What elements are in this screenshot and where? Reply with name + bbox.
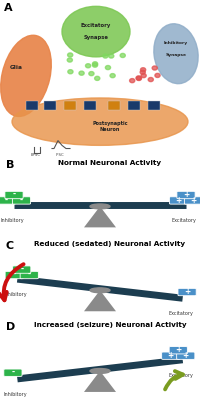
FancyBboxPatch shape [5,191,23,199]
Ellipse shape [12,98,188,145]
FancyBboxPatch shape [5,271,23,279]
Circle shape [140,70,145,74]
FancyBboxPatch shape [177,191,195,199]
FancyBboxPatch shape [20,271,38,279]
Ellipse shape [90,204,110,209]
Text: -: - [13,270,16,279]
Circle shape [152,66,157,70]
Ellipse shape [62,6,130,57]
Text: Reduced (sedated) Neuronal Activity: Reduced (sedated) Neuronal Activity [34,241,186,247]
Text: +: + [183,190,189,199]
Text: Excitatory: Excitatory [81,23,111,28]
Circle shape [141,74,146,78]
Text: EPSC: EPSC [31,154,41,158]
FancyBboxPatch shape [169,197,188,204]
FancyBboxPatch shape [0,197,16,204]
FancyBboxPatch shape [148,102,160,110]
Circle shape [79,71,84,75]
Circle shape [136,76,141,80]
Text: Excitatory: Excitatory [168,373,193,378]
Ellipse shape [90,288,110,293]
FancyBboxPatch shape [12,197,31,204]
Polygon shape [84,206,116,227]
Text: -: - [28,270,31,279]
Text: IPSC: IPSC [56,154,64,158]
FancyBboxPatch shape [13,266,31,273]
Text: Synapse: Synapse [166,53,186,57]
Text: -: - [20,196,23,204]
Circle shape [155,73,160,78]
Circle shape [130,78,135,83]
FancyBboxPatch shape [178,288,196,296]
Text: Excitatory: Excitatory [172,218,196,223]
Text: Synapse: Synapse [84,36,108,40]
Text: Increased (seizure) Neuronal Activity: Increased (seizure) Neuronal Activity [34,322,186,328]
Text: Inhibitory: Inhibitory [164,41,188,45]
Text: +: + [168,351,174,360]
Text: +: + [183,351,189,360]
Text: -: - [12,190,16,199]
Text: -: - [5,196,8,204]
Text: B: B [6,160,14,170]
FancyBboxPatch shape [4,369,22,376]
Circle shape [136,76,141,80]
Circle shape [67,58,72,62]
Circle shape [120,54,125,58]
Polygon shape [84,371,116,392]
FancyBboxPatch shape [26,102,38,110]
Circle shape [109,54,114,58]
Circle shape [148,78,153,82]
Text: Excitatory: Excitatory [168,311,193,316]
FancyBboxPatch shape [162,352,180,359]
Text: Postsynaptic
Neuron: Postsynaptic Neuron [92,121,128,132]
Text: -: - [20,265,23,274]
Text: +: + [175,196,182,204]
FancyBboxPatch shape [64,102,76,110]
Ellipse shape [90,368,110,373]
Text: A: A [4,3,13,13]
FancyBboxPatch shape [177,352,195,359]
Circle shape [105,66,111,70]
Circle shape [68,70,73,74]
Text: +: + [190,196,197,204]
Circle shape [89,72,94,76]
Text: +: + [184,287,190,296]
Text: D: D [6,322,15,332]
Text: -: - [11,368,14,377]
FancyBboxPatch shape [44,102,56,110]
Circle shape [103,54,108,58]
FancyBboxPatch shape [128,102,140,110]
Circle shape [140,68,146,72]
Circle shape [85,64,91,68]
Ellipse shape [154,24,198,84]
Circle shape [95,76,100,80]
Text: C: C [6,241,14,251]
Text: Normal Neuronal Activity: Normal Neuronal Activity [58,160,162,166]
Circle shape [92,63,98,67]
Circle shape [110,74,115,78]
Circle shape [92,62,98,66]
FancyBboxPatch shape [184,197,200,204]
Polygon shape [84,290,116,311]
FancyBboxPatch shape [84,102,96,110]
Ellipse shape [1,35,51,116]
Circle shape [68,53,73,57]
Text: +: + [175,345,181,354]
Text: Inhibitory: Inhibitory [0,218,24,223]
FancyBboxPatch shape [108,102,120,110]
Text: Inhibitory: Inhibitory [4,292,27,297]
Text: Inhibitory: Inhibitory [4,392,27,397]
FancyBboxPatch shape [169,346,187,354]
Text: Glia: Glia [10,66,22,70]
